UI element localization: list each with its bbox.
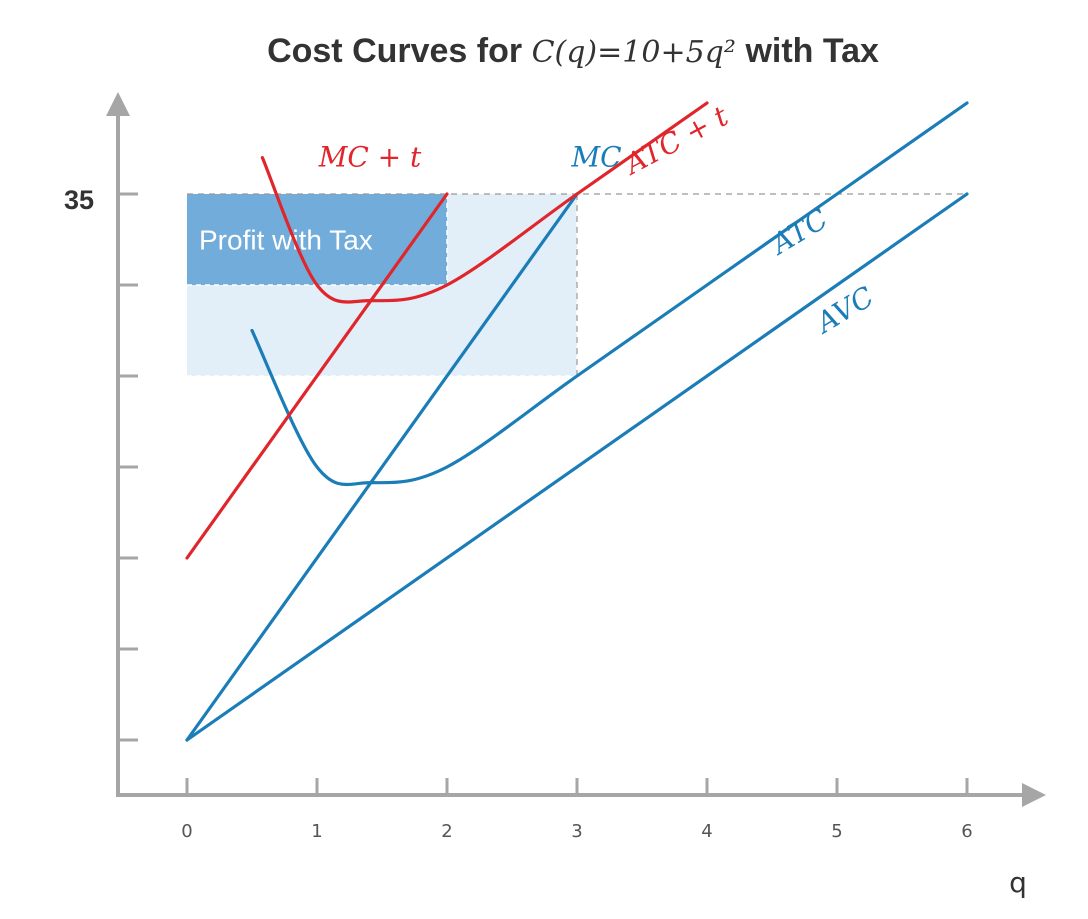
x-tick-label-6: 6 — [961, 821, 972, 842]
y-tick-label-35: 35 — [64, 185, 94, 215]
label-mc-t: MC + t — [318, 141, 422, 174]
title-suffix: with Tax — [744, 32, 879, 70]
axes: 35 0 1 2 3 4 5 6 q — [64, 92, 1046, 899]
label-avc: AVC — [808, 280, 879, 341]
x-tick-label-2: 2 — [441, 821, 452, 842]
x-axis-label: q — [1009, 866, 1027, 899]
x-tick-label-3: 3 — [571, 821, 582, 842]
x-axis-arrow — [1022, 783, 1046, 807]
chart-title: Cost Curves for C(q)=10+5q² with Tax — [267, 32, 879, 70]
cost-curves — [185, 101, 969, 742]
label-atc-t: ATC + t — [617, 99, 734, 182]
x-tick-label-0: 0 — [181, 821, 192, 842]
label-mc: MC — [570, 141, 621, 174]
curve-mc-t — [185, 192, 449, 560]
title-formula: C(q)=10+5q² — [532, 35, 746, 70]
title-prefix: Cost Curves for — [267, 32, 532, 70]
curve-atc — [250, 101, 969, 487]
x-tick-label-5: 5 — [831, 821, 842, 842]
x-tick-label-1: 1 — [311, 821, 322, 842]
curve-mc — [185, 192, 579, 742]
label-atc: ATC — [763, 202, 833, 262]
y-axis-arrow — [106, 92, 130, 116]
region-profit-with-tax — [187, 194, 447, 285]
x-tick-label-4: 4 — [701, 821, 712, 842]
region-label-profit-with-tax: Profit with Tax — [199, 225, 373, 256]
curve-atc-t — [260, 101, 709, 304]
curve-avc — [185, 192, 969, 742]
